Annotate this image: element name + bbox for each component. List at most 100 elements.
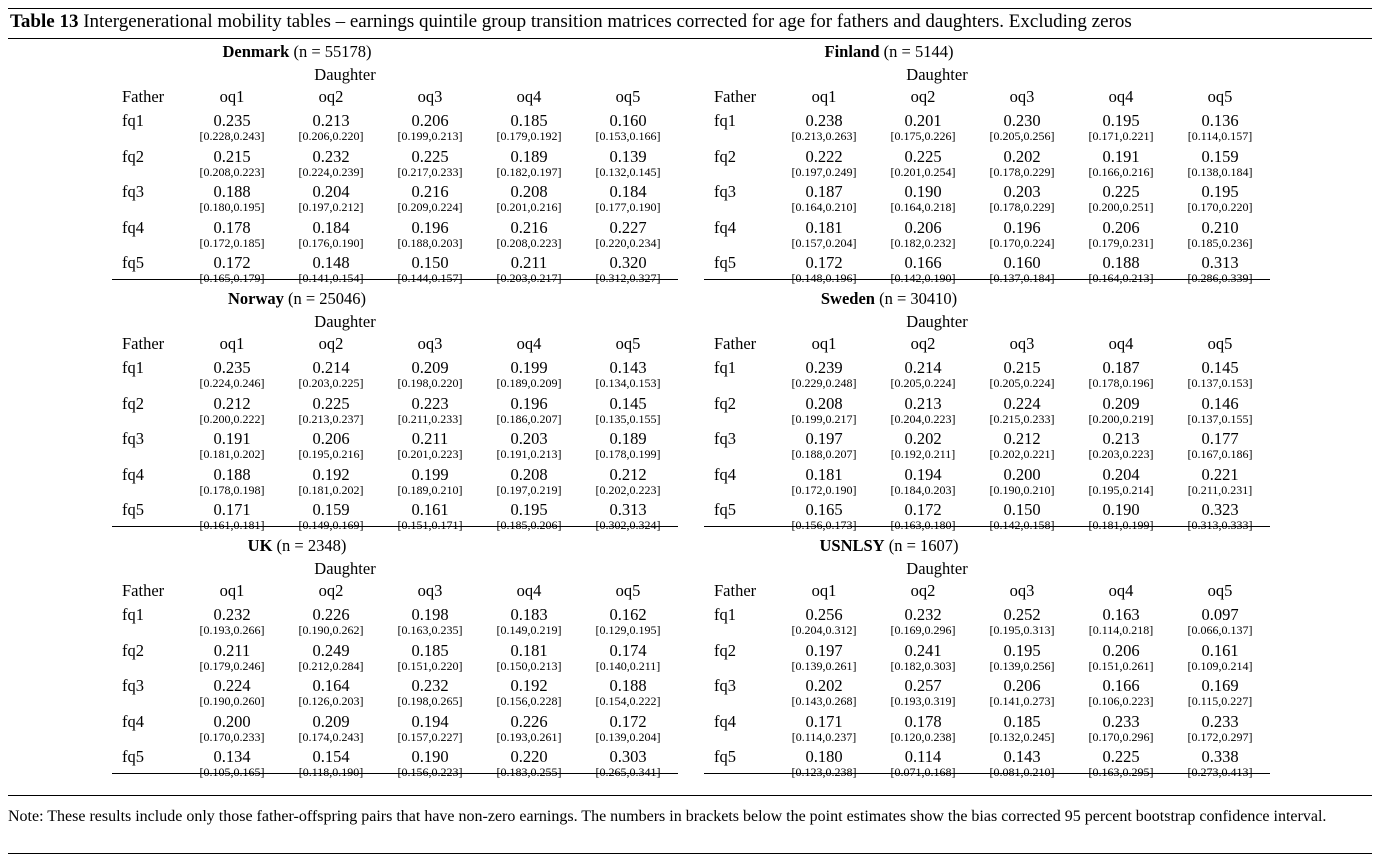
point-estimate: 0.145	[609, 394, 647, 413]
point-estimate: 0.313	[609, 500, 647, 519]
point-estimate: 0.197	[805, 641, 843, 660]
point-estimate: 0.188	[1102, 253, 1140, 272]
confidence-interval: [0.144,0.157]	[397, 271, 463, 285]
point-estimate: 0.171	[805, 712, 843, 731]
row-header-label: Father	[122, 87, 165, 106]
confidence-interval: [0.205,0.224]	[989, 376, 1055, 390]
confidence-interval: [0.185,0.206]	[496, 518, 562, 532]
confidence-interval: [0.312,0.327]	[595, 271, 661, 285]
panel-bottom-rule	[112, 279, 678, 280]
confidence-interval: [0.191,0.213]	[496, 447, 562, 461]
confidence-interval: [0.224,0.239]	[298, 165, 364, 179]
point-estimate: 0.197	[805, 429, 843, 448]
point-estimate: 0.145	[1201, 358, 1239, 377]
row-header-label: Father	[122, 334, 165, 353]
point-estimate: 0.203	[1003, 182, 1041, 201]
confidence-interval: [0.192,0.211]	[890, 447, 956, 461]
confidence-interval: [0.153,0.166]	[595, 129, 661, 143]
point-estimate: 0.187	[805, 182, 843, 201]
row-header-fq3: fq3	[714, 429, 736, 448]
confidence-interval: [0.183,0.255]	[496, 765, 562, 779]
confidence-interval: [0.200,0.251]	[1088, 200, 1154, 214]
confidence-interval: [0.142,0.190]	[890, 271, 956, 285]
row-header-fq2: fq2	[714, 147, 736, 166]
row-header-fq3: fq3	[714, 182, 736, 201]
point-estimate: 0.313	[1201, 253, 1239, 272]
confidence-interval: [0.175,0.226]	[890, 129, 956, 143]
confidence-interval: [0.201,0.254]	[890, 165, 956, 179]
point-estimate: 0.160	[1003, 253, 1041, 272]
point-estimate: 0.189	[609, 429, 647, 448]
offspring-label: Daughter	[314, 65, 376, 84]
panel-bottom-rule	[704, 279, 1270, 280]
point-estimate: 0.195	[1003, 641, 1041, 660]
point-estimate: 0.199	[411, 465, 449, 484]
column-header-oq4: oq4	[1108, 581, 1134, 600]
confidence-interval: [0.148,0.196]	[791, 271, 857, 285]
point-estimate: 0.303	[609, 747, 647, 766]
confidence-interval: [0.129,0.195]	[595, 623, 661, 637]
confidence-interval: [0.197,0.212]	[298, 200, 364, 214]
confidence-interval: [0.201,0.223]	[397, 447, 463, 461]
column-header-oq5: oq5	[1207, 87, 1233, 106]
point-estimate: 0.148	[312, 253, 350, 272]
sample-size: (n = 25046)	[287, 289, 367, 308]
point-estimate: 0.338	[1201, 747, 1239, 766]
point-estimate: 0.225	[1102, 182, 1140, 201]
confidence-interval: [0.150,0.213]	[496, 659, 562, 673]
confidence-interval: [0.142,0.158]	[989, 518, 1055, 532]
row-header-fq2: fq2	[122, 641, 144, 660]
point-estimate: 0.214	[904, 358, 942, 377]
confidence-interval: [0.165,0.179]	[199, 271, 265, 285]
confidence-interval: [0.203,0.225]	[298, 376, 364, 390]
confidence-interval: [0.132,0.145]	[595, 165, 661, 179]
point-estimate: 0.232	[411, 676, 449, 695]
confidence-interval: [0.193,0.319]	[890, 694, 956, 708]
point-estimate: 0.180	[805, 747, 843, 766]
panel-norway: Norway (n = 25046) Daughter Father oq1 oq2 oq…	[112, 289, 678, 532]
point-estimate: 0.235	[213, 358, 251, 377]
confidence-interval: [0.172,0.297]	[1187, 730, 1253, 744]
point-estimate: 0.172	[805, 253, 843, 272]
point-estimate: 0.238	[805, 111, 843, 130]
point-estimate: 0.225	[411, 147, 449, 166]
row-header-fq2: fq2	[714, 641, 736, 660]
point-estimate: 0.139	[609, 147, 647, 166]
bottom-rule	[8, 853, 1372, 854]
point-estimate: 0.249	[312, 641, 350, 660]
point-estimate: 0.210	[1201, 218, 1239, 237]
column-header-oq4: oq4	[516, 581, 542, 600]
confidence-interval: [0.189,0.210]	[397, 483, 463, 497]
confidence-interval: [0.172,0.185]	[199, 236, 265, 250]
point-estimate: 0.150	[1003, 500, 1041, 519]
point-estimate: 0.212	[609, 465, 647, 484]
point-estimate: 0.143	[1003, 747, 1041, 766]
point-estimate: 0.215	[213, 147, 251, 166]
point-estimate: 0.166	[1102, 676, 1140, 695]
confidence-interval: [0.202,0.221]	[989, 447, 1055, 461]
column-header-oq4: oq4	[1108, 87, 1134, 106]
row-header-fq2: fq2	[122, 394, 144, 413]
confidence-interval: [0.205,0.256]	[989, 129, 1055, 143]
confidence-interval: [0.109,0.214]	[1187, 659, 1253, 673]
point-estimate: 0.232	[213, 605, 251, 624]
confidence-interval: [0.302,0.324]	[595, 518, 661, 532]
row-header-fq5: fq5	[122, 500, 144, 519]
confidence-interval: [0.200,0.222]	[199, 412, 265, 426]
column-header-oq1: oq1	[811, 334, 837, 353]
point-estimate: 0.097	[1201, 605, 1239, 624]
point-estimate: 0.213	[904, 394, 942, 413]
panel-title: Denmark (n = 55178)	[112, 42, 482, 62]
point-estimate: 0.323	[1201, 500, 1239, 519]
sample-size: (n = 30410)	[879, 289, 958, 308]
column-header-oq3: oq3	[1009, 334, 1035, 353]
point-estimate: 0.172	[904, 500, 942, 519]
confidence-interval: [0.181,0.202]	[298, 483, 364, 497]
row-header-fq3: fq3	[122, 429, 144, 448]
column-header-oq3: oq3	[1009, 87, 1035, 106]
confidence-interval: [0.178,0.229]	[989, 165, 1055, 179]
point-estimate: 0.185	[1003, 712, 1041, 731]
table-number: Table 13	[10, 11, 79, 32]
confidence-interval: [0.179,0.246]	[199, 659, 265, 673]
panel-sweden: Sweden (n = 30410) Daughter Father oq1 oq2 oq…	[704, 289, 1270, 532]
